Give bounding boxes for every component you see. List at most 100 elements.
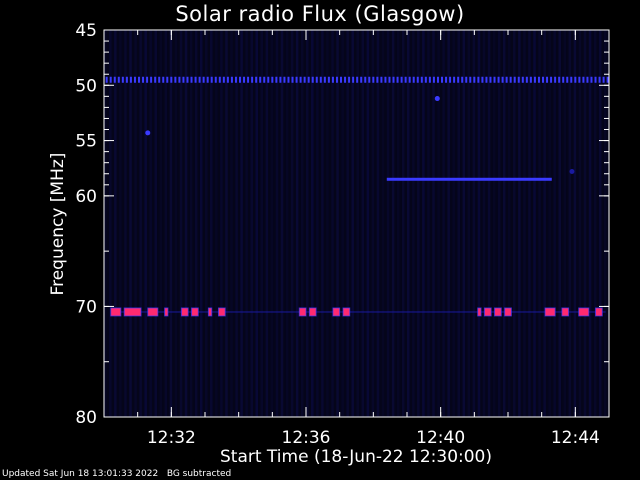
noise-column <box>598 30 602 417</box>
interference-dash <box>546 76 549 83</box>
noise-column <box>412 30 415 417</box>
high-flux-segment-edge <box>332 307 341 317</box>
noise-column <box>523 30 526 417</box>
interference-dash <box>554 76 557 83</box>
interference-dash <box>352 76 355 83</box>
high-flux-segment <box>561 307 569 316</box>
interference-dash <box>267 76 270 83</box>
interference-dash <box>162 76 165 83</box>
high-flux-segment-edge <box>123 307 142 317</box>
interference-dash <box>230 76 233 83</box>
noise-column <box>548 30 551 417</box>
noise-column <box>346 30 349 417</box>
high-flux-segment <box>578 307 589 316</box>
noise-column <box>290 30 294 417</box>
interference-dash <box>477 76 480 83</box>
interference-dash <box>158 76 161 83</box>
noise-column <box>553 30 556 417</box>
high-flux-segment <box>299 307 306 316</box>
noise-column <box>351 30 354 417</box>
interference-dash <box>271 76 274 83</box>
interference-dash <box>138 76 141 83</box>
noise-column <box>210 30 213 417</box>
interference-dash <box>441 76 444 83</box>
chart-title: Solar radio Flux (Glasgow) <box>175 2 465 26</box>
x-tick-label: 12:36 <box>282 428 331 448</box>
interference-dash <box>598 76 601 83</box>
interference-dash <box>380 76 383 83</box>
noise-column <box>311 30 314 417</box>
interference-dash <box>550 76 553 83</box>
noise-column <box>300 30 304 417</box>
noise-column <box>245 30 248 417</box>
noise-column <box>124 30 127 417</box>
interference-dash <box>121 76 124 83</box>
y-axis-ticks: 45 50 55 60 70 80 <box>75 21 609 428</box>
interference-dash <box>174 76 177 83</box>
interference-dash <box>445 76 448 83</box>
interference-dash <box>335 76 338 83</box>
interference-dash <box>489 76 492 83</box>
interference-dash <box>501 76 504 83</box>
interference-dash <box>453 76 456 83</box>
interference-dash <box>206 76 209 83</box>
interference-dash <box>392 76 395 83</box>
noise-column <box>538 30 541 417</box>
interference-dash <box>412 76 415 83</box>
interference-dash <box>327 76 330 83</box>
interference-dash <box>154 76 157 83</box>
noise-column <box>129 30 132 417</box>
interference-dash <box>275 76 278 83</box>
interference-dash <box>348 76 351 83</box>
interference-dash <box>340 76 343 83</box>
interference-dash <box>146 76 149 83</box>
interference-dash <box>239 76 242 83</box>
interference-dash <box>360 76 363 83</box>
y-axis-label: Frequency [MHz] <box>48 153 68 296</box>
high-flux-segment-edge <box>561 307 570 317</box>
high-flux-segment-edge <box>504 307 512 317</box>
interference-dash <box>186 76 189 83</box>
high-flux-segment-edge <box>110 307 122 317</box>
noise-column <box>164 30 168 417</box>
interference-dash <box>283 76 286 83</box>
noise-column <box>295 30 299 417</box>
interference-dash <box>166 76 169 83</box>
interference-dash <box>400 76 403 83</box>
interference-dash <box>582 76 585 83</box>
high-flux-segment <box>124 307 142 316</box>
noise-column <box>134 30 137 417</box>
noise-column <box>452 30 455 417</box>
y-tick-label: 50 <box>75 76 97 96</box>
high-flux-segment-edge <box>578 307 590 317</box>
noise-column <box>513 30 516 417</box>
interference-dash <box>234 76 237 83</box>
noise-column <box>154 30 158 417</box>
x-axis-label: Start Time (18-Jun-22 12:30:00) <box>220 447 492 467</box>
interference-dash <box>315 76 318 83</box>
noise-column <box>447 30 450 417</box>
interference-dash <box>590 76 593 83</box>
y-tick-label: 60 <box>75 187 97 207</box>
interference-dash <box>133 76 136 83</box>
noise-column <box>230 30 233 417</box>
noise-column <box>366 30 370 417</box>
noise-column <box>603 30 607 417</box>
interference-dash <box>388 76 391 83</box>
noise-column <box>401 30 405 417</box>
noise-column <box>528 30 531 417</box>
noise-column <box>422 30 425 417</box>
x-tick-label: 12:32 <box>147 428 196 448</box>
high-flux-segment <box>494 307 502 316</box>
interference-dash <box>432 76 435 83</box>
interference-dash <box>513 76 516 83</box>
interference-dash <box>356 76 359 83</box>
high-flux-segment-edge <box>477 307 482 317</box>
interference-dash <box>408 76 411 83</box>
noise-column <box>543 30 546 417</box>
interference-dash <box>222 76 225 83</box>
noise-column <box>306 30 309 417</box>
interference-dash <box>344 76 347 83</box>
noise-column <box>179 30 183 417</box>
interference-dash <box>594 76 597 83</box>
